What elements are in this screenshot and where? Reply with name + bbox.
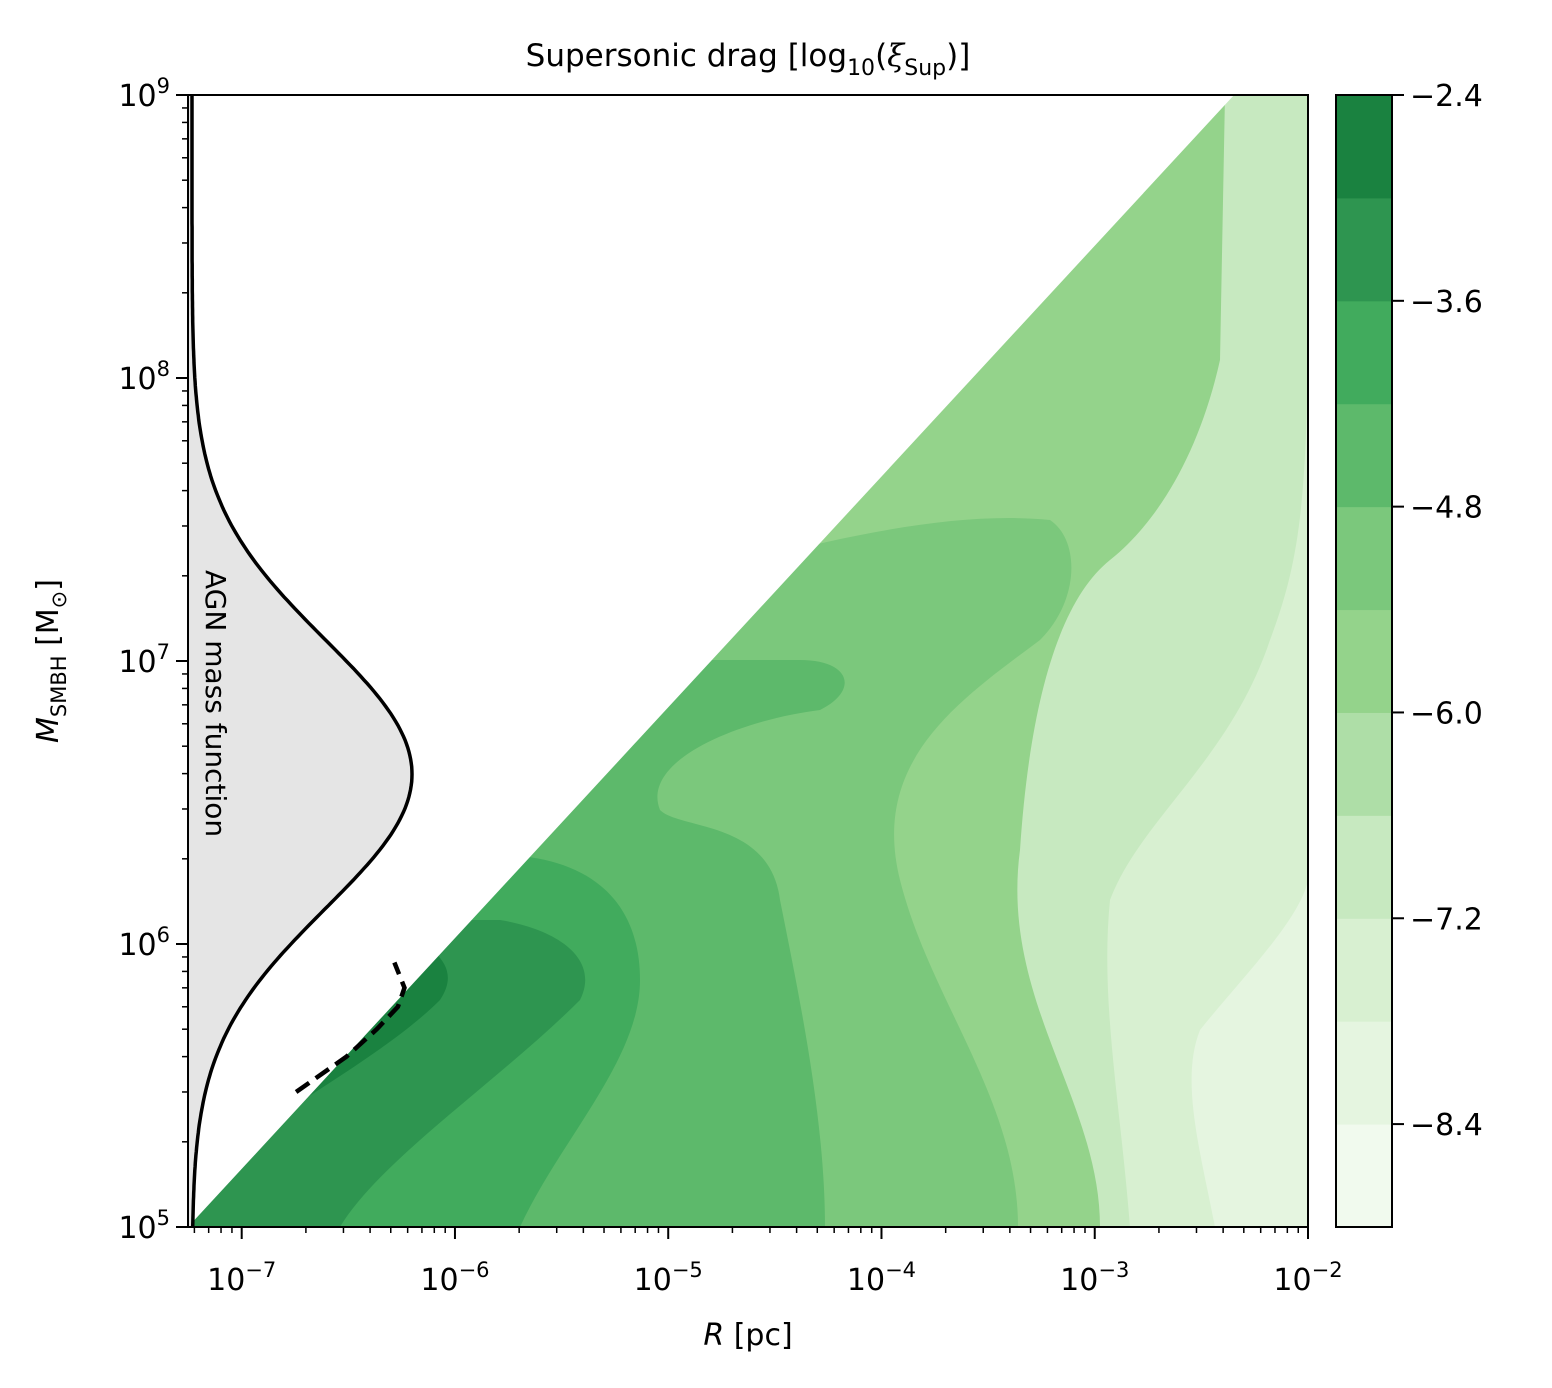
y-axis: 105 106 107 108 109 (118, 74, 188, 1246)
x-tick-label: 10−6 (420, 1258, 489, 1298)
colorbar-band (1336, 1021, 1392, 1125)
colorbar-tick-label: −8.4 (1410, 1108, 1483, 1143)
x-tick-label: 10−3 (1060, 1258, 1129, 1298)
colorbar-band (1336, 95, 1392, 199)
x-tick-label: 10−2 (1273, 1258, 1342, 1298)
colorbar-band (1336, 403, 1392, 508)
colorbar-band (1336, 1124, 1392, 1228)
colorbar-band (1336, 918, 1392, 1022)
colorbar-tick-label: −3.6 (1410, 285, 1483, 320)
blank-region (188, 95, 1235, 1227)
colorbar-band (1336, 506, 1392, 611)
band-light-2 (1191, 880, 1308, 1227)
colorbar: −2.4 −3.6 −4.8 −6.0 −7.2 −8.4 (1335, 79, 1483, 1228)
y-axis-label: MSMBH [M⊙] (31, 579, 71, 743)
colorbar-tick-label: −2.4 (1410, 79, 1483, 114)
colorbar-band (1336, 300, 1392, 405)
x-tick-label: 10−7 (207, 1258, 276, 1298)
plot-area: AGN mass function (187, 94, 1309, 1228)
y-tick-label: 108 (118, 357, 170, 397)
mass-function-fill (188, 95, 412, 1227)
colorbar-tick-label: −6.0 (1410, 696, 1483, 731)
y-tick-label: 109 (118, 74, 170, 114)
y-tick-label: 107 (118, 640, 170, 680)
colorbar-band (1336, 712, 1392, 816)
colorbar-tick-label: −7.2 (1410, 902, 1483, 937)
contour-bands (188, 95, 1308, 1227)
mass-function-curve (190, 95, 414, 1228)
y-tick-label: 106 (118, 923, 170, 963)
mass-function-label: AGN mass function (199, 570, 232, 837)
chart-title: Supersonic drag [log10(ξSup)] (526, 38, 971, 81)
x-axis: 10−7 10−6 10−5 10−4 10−3 10−2 (193, 1227, 1343, 1298)
colorbar-frame (1335, 94, 1393, 1228)
x-tick-label: 10−4 (847, 1258, 916, 1298)
colorbar-band (1336, 815, 1392, 919)
colorbar-tick-label: −4.8 (1410, 491, 1483, 526)
dashed-contour (294, 961, 407, 1094)
x-axis-label: R [pc] (703, 1318, 792, 1353)
colorbar-band (1336, 609, 1392, 713)
y-tick-label: 105 (118, 1206, 170, 1246)
colorbar-band (1336, 197, 1392, 302)
x-tick-label: 10−5 (634, 1258, 703, 1298)
